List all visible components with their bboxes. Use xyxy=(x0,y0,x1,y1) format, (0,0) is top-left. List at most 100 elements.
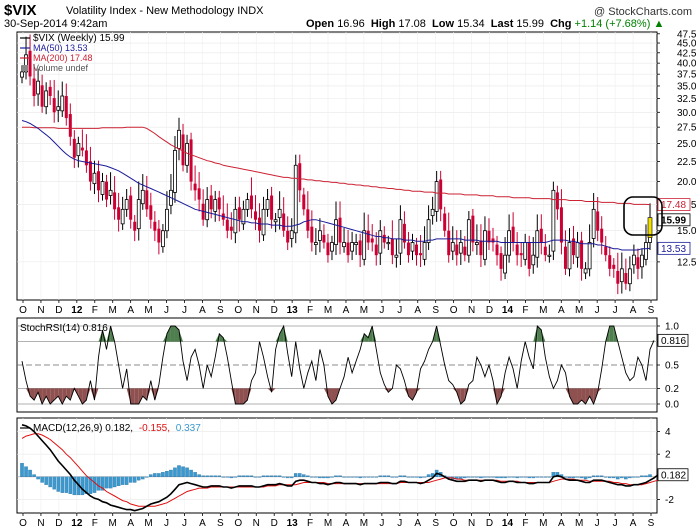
macd-hist-bar xyxy=(28,469,32,477)
x-tick-label: A xyxy=(127,518,134,529)
macd-hist-bar xyxy=(535,476,540,478)
latest-candle-body xyxy=(647,217,653,239)
macd-hist-bar xyxy=(374,476,379,478)
candle-body xyxy=(60,95,65,112)
candle-body xyxy=(213,199,218,212)
macd-hist-bar xyxy=(519,476,523,478)
candle-body xyxy=(547,254,552,257)
x-tick-label: A xyxy=(558,305,565,316)
price-panel[interactable] xyxy=(16,31,658,301)
legend-volume: Volume undef xyxy=(33,63,89,73)
x-tick-label: D xyxy=(486,518,493,529)
macd-hist-bar xyxy=(499,476,503,479)
macd-hist-bar xyxy=(648,474,652,477)
last-value-label: 13.53 xyxy=(661,244,686,255)
rsi-oversold-fill xyxy=(585,388,590,404)
candle-body xyxy=(523,242,528,260)
price-tick-label: 37.5 xyxy=(677,70,697,81)
candle-body xyxy=(402,223,406,243)
macd-hist-bar xyxy=(644,475,648,477)
candle-body xyxy=(306,209,310,231)
candle-body xyxy=(80,147,84,151)
macd-hist-bar xyxy=(571,476,576,479)
macd-hist-bar xyxy=(52,476,56,490)
macd-hist-bar xyxy=(56,476,60,492)
stockcharts-credit[interactable]: @ StockCharts.com xyxy=(594,6,692,18)
candle-body xyxy=(225,219,229,231)
candle-body xyxy=(559,207,563,243)
candle-body xyxy=(52,98,56,113)
macd-hist-bar xyxy=(378,475,383,477)
candle-body xyxy=(474,242,479,245)
latest-bar-highlight xyxy=(623,196,663,236)
macd-hist-bar xyxy=(84,476,89,494)
candle-body xyxy=(76,143,81,157)
macd-hist-bar xyxy=(487,476,491,478)
candle-body xyxy=(495,244,499,256)
candle-body xyxy=(237,207,241,220)
last-value-label: 17.48 xyxy=(661,200,686,211)
rsi-overbought-fill xyxy=(609,326,614,342)
macd-panel[interactable] xyxy=(16,417,658,514)
macd-hist-bar xyxy=(354,476,358,478)
legend-ma200: MA(200) 17.48 xyxy=(33,53,93,63)
last-value-tag xyxy=(657,241,691,255)
macd-hist-bar xyxy=(579,476,584,479)
price-tick-label: 15.0 xyxy=(677,226,697,237)
macd-hist-bar xyxy=(253,476,258,478)
candle-body xyxy=(286,230,290,243)
macd-hist-bar xyxy=(491,476,495,478)
rsi-oversold-fill xyxy=(493,388,498,404)
macd-hist-bar xyxy=(628,476,632,479)
x-tick-label: M xyxy=(575,305,583,316)
x-tick-label: N xyxy=(37,305,44,316)
price-tick-label: 12.5 xyxy=(677,257,697,268)
low-label: Low xyxy=(432,18,455,30)
candle-body xyxy=(317,230,322,241)
macd-hist-bar xyxy=(100,476,105,491)
quote-date: 30-Sep-2014 9:42am xyxy=(4,18,108,30)
candle-body xyxy=(551,189,556,252)
rsi-tick-label: 1.0 xyxy=(665,322,679,333)
macd-hist-bar xyxy=(213,475,217,477)
macd-hist-bar xyxy=(531,476,536,479)
candle-body xyxy=(350,242,355,252)
candle-body xyxy=(133,221,137,231)
candle-body xyxy=(334,219,338,245)
candle-body xyxy=(20,71,24,78)
x-tick-label: J xyxy=(613,518,618,529)
macd-hist-bar xyxy=(382,475,387,477)
macd-hist-bar xyxy=(257,476,262,478)
stochrsi-line xyxy=(21,324,655,406)
candle-body xyxy=(600,228,604,243)
macd-hist-bar xyxy=(189,469,193,477)
candle-body xyxy=(326,242,330,256)
rsi-oversold-fill xyxy=(243,388,248,404)
price-tick-label: 20.0 xyxy=(677,177,697,188)
x-tick-label: S xyxy=(217,518,224,529)
candle-body xyxy=(563,246,567,269)
macd-hist-bar xyxy=(229,476,234,479)
quote-row: 30-Sep-2014 9:42am Open 16.96 High 17.08… xyxy=(0,18,700,32)
candle-body xyxy=(479,240,483,256)
macd-hist-bar xyxy=(471,476,475,478)
candle-body xyxy=(450,242,455,252)
macd-hist-bar xyxy=(298,473,302,477)
x-tick-label: D xyxy=(55,305,62,316)
macd-hist-bar xyxy=(390,476,395,478)
rsi-oversold-fill xyxy=(589,388,594,404)
macd-hist-bar xyxy=(302,474,306,477)
rsi-oversold-fill xyxy=(34,388,39,401)
price-tick-label: 47.5 xyxy=(677,29,697,40)
x-tick-label: M xyxy=(109,305,117,316)
candle-body xyxy=(124,199,129,210)
macd-hist-bar xyxy=(193,472,197,477)
macd-hist-bar xyxy=(547,476,552,478)
rsi-oversold-fill xyxy=(26,388,31,397)
candle-body xyxy=(616,270,620,284)
candle-body xyxy=(32,78,36,97)
macd-hist-bar xyxy=(607,476,612,479)
candle-body xyxy=(608,255,612,269)
macd-hist-bar xyxy=(128,476,133,483)
